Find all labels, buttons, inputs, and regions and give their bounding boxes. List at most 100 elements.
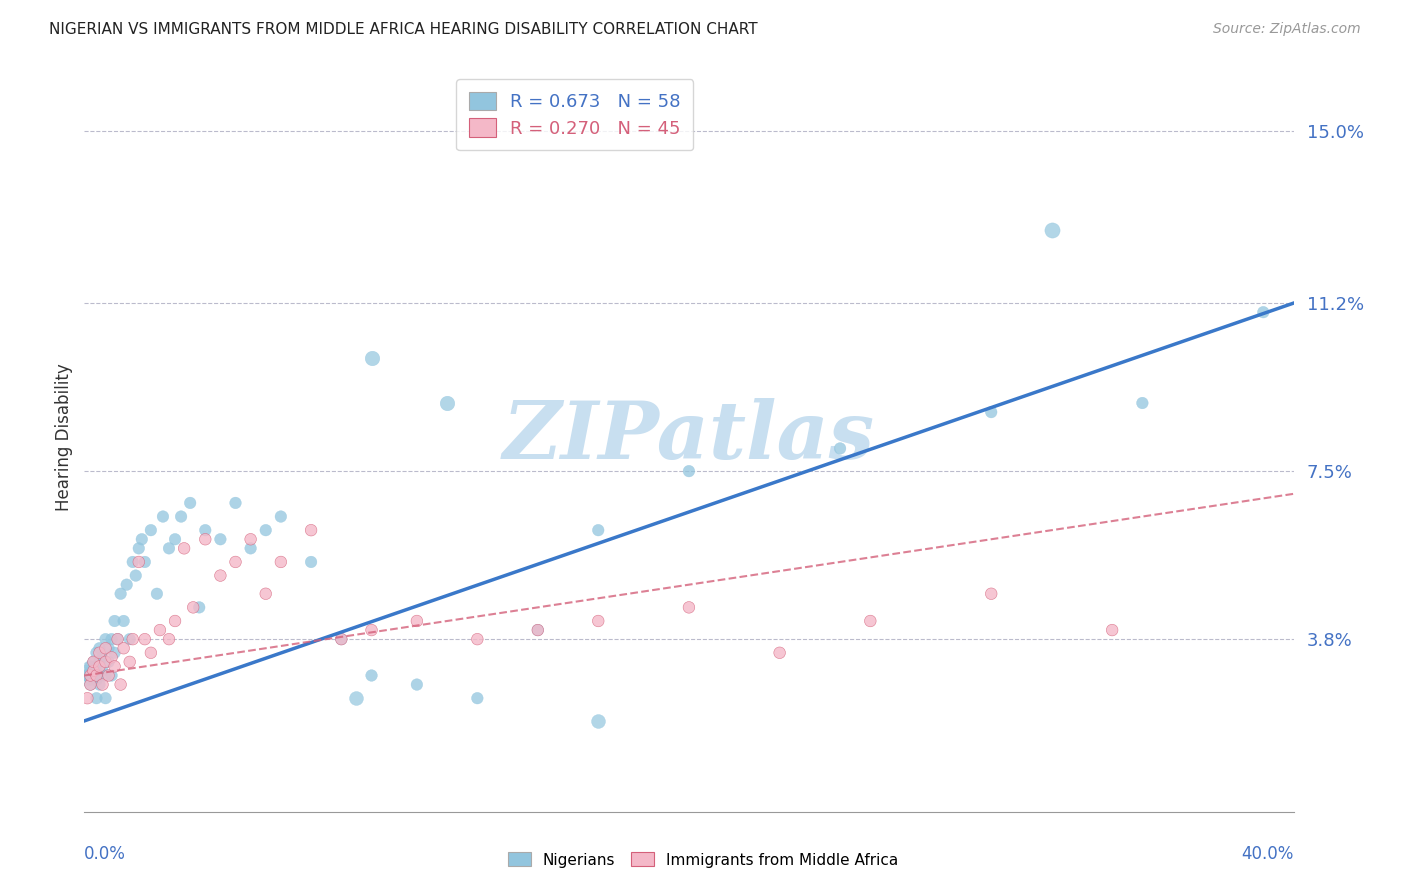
Point [170, 509, 193, 524]
Text: NIGERIAN VS IMMIGRANTS FROM MIDDLE AFRICA HEARING DISABILITY CORRELATION CHART: NIGERIAN VS IMMIGRANTS FROM MIDDLE AFRIC… [49, 22, 758, 37]
Point [330, 632, 353, 647]
Point [406, 677, 429, 691]
Point [406, 614, 429, 628]
Text: Source: ZipAtlas.com: Source: ZipAtlas.com [1213, 22, 1361, 37]
Legend: R = 0.673   N = 58, R = 0.270   N = 45: R = 0.673 N = 58, R = 0.270 N = 45 [456, 79, 693, 150]
Point [1253, 305, 1275, 319]
Point [76, 668, 98, 682]
Point [859, 614, 882, 628]
Point [360, 668, 382, 682]
Text: 40.0%: 40.0% [1241, 846, 1294, 863]
Point [107, 632, 129, 647]
Point [209, 533, 232, 547]
Point [436, 396, 458, 410]
Point [112, 614, 135, 628]
Point [110, 587, 132, 601]
Point [94, 668, 117, 682]
Y-axis label: Hearing Disability: Hearing Disability [55, 363, 73, 511]
Point [89, 646, 111, 660]
Point [179, 496, 201, 510]
Point [181, 600, 204, 615]
Point [360, 623, 382, 637]
Point [79, 659, 101, 673]
Point [527, 623, 550, 637]
Point [79, 664, 101, 678]
Point [188, 600, 211, 615]
Point [980, 587, 1002, 601]
Point [239, 541, 262, 556]
Point [79, 677, 101, 691]
Point [527, 623, 550, 637]
Point [346, 691, 368, 706]
Point [149, 623, 172, 637]
Legend: Nigerians, Immigrants from Middle Africa: Nigerians, Immigrants from Middle Africa [502, 847, 904, 873]
Point [86, 646, 108, 660]
Point [330, 632, 353, 647]
Point [89, 659, 111, 673]
Point [91, 664, 114, 678]
Point [82, 664, 104, 678]
Point [173, 541, 195, 556]
Point [157, 541, 180, 556]
Point [104, 659, 127, 673]
Point [100, 668, 122, 682]
Point [225, 555, 247, 569]
Point [91, 650, 114, 665]
Point [76, 691, 98, 706]
Point [360, 351, 382, 365]
Point [270, 509, 292, 524]
Point [112, 641, 135, 656]
Point [239, 533, 262, 547]
Point [165, 533, 187, 547]
Point [110, 677, 132, 691]
Point [104, 614, 127, 628]
Point [94, 632, 117, 647]
Point [100, 650, 122, 665]
Point [830, 442, 852, 456]
Text: ZIPatlas: ZIPatlas [503, 399, 875, 475]
Point [678, 600, 700, 615]
Point [86, 668, 108, 682]
Point [89, 677, 111, 691]
Point [678, 464, 700, 478]
Point [89, 641, 111, 656]
Point [118, 655, 141, 669]
Point [270, 555, 292, 569]
Point [104, 646, 127, 660]
Point [588, 614, 610, 628]
Point [1040, 223, 1063, 237]
Point [467, 632, 489, 647]
Point [165, 614, 187, 628]
Point [86, 673, 108, 687]
Point [86, 691, 108, 706]
Point [131, 533, 153, 547]
Point [152, 509, 174, 524]
Point [194, 533, 217, 547]
Point [118, 632, 141, 647]
Point [139, 646, 162, 660]
Point [82, 664, 104, 678]
Point [82, 655, 104, 669]
Point [125, 568, 148, 582]
Point [128, 555, 150, 569]
Point [76, 668, 98, 682]
Point [299, 523, 322, 537]
Point [1130, 396, 1153, 410]
Point [94, 655, 117, 669]
Point [128, 541, 150, 556]
Point [82, 668, 104, 682]
Point [194, 523, 217, 537]
Point [225, 496, 247, 510]
Point [299, 555, 322, 569]
Point [100, 632, 122, 647]
Point [209, 568, 232, 582]
Point [467, 691, 489, 706]
Point [82, 655, 104, 669]
Point [97, 668, 120, 682]
Point [97, 641, 120, 656]
Point [94, 691, 117, 706]
Point [97, 655, 120, 669]
Point [980, 405, 1002, 419]
Point [588, 523, 610, 537]
Point [146, 587, 169, 601]
